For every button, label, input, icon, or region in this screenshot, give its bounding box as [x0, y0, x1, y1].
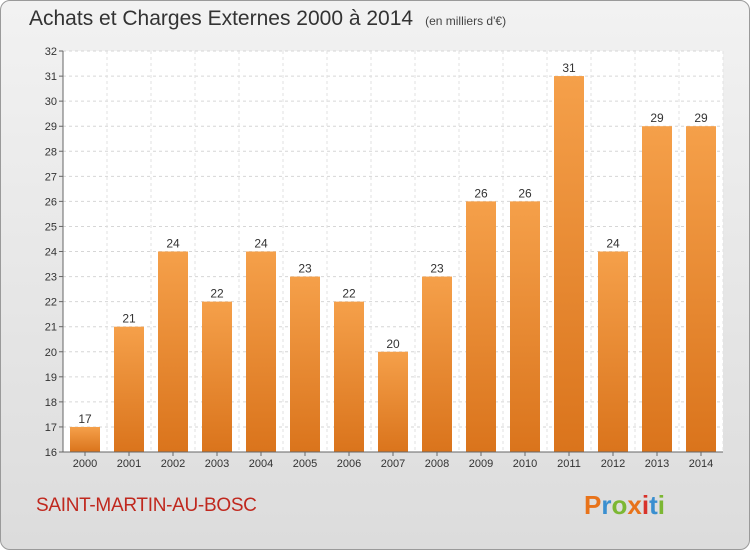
data-label: 22 [342, 287, 356, 301]
bar-2004 [246, 251, 276, 452]
location-name: SAINT-MARTIN-AU-BOSC [36, 495, 257, 516]
bar-2009 [466, 201, 496, 452]
data-label: 21 [122, 312, 136, 326]
bar-2006 [334, 301, 364, 452]
x-tick-label: 2001 [117, 458, 141, 470]
y-tick-label: 16 [45, 447, 57, 459]
y-tick-label: 19 [45, 372, 57, 384]
y-tick-label: 18 [45, 397, 57, 409]
x-tick-label: 2007 [381, 458, 405, 470]
logo-letter: x [627, 490, 642, 520]
logo-letter: o [611, 490, 628, 520]
logo-letter: i [657, 490, 665, 520]
bar-2008 [422, 276, 452, 452]
y-tick-label: 20 [45, 347, 57, 359]
axes [59, 50, 723, 456]
data-label: 22 [210, 287, 224, 301]
data-label: 29 [650, 111, 664, 125]
bar-2011 [554, 76, 584, 452]
y-tick-label: 17 [45, 422, 57, 434]
chart-title-text: Achats et Charges Externes 2000 à 2014 [29, 7, 414, 30]
bar-2012 [598, 251, 628, 452]
x-tick-label: 2005 [293, 458, 317, 470]
x-tick-label: 2008 [425, 458, 449, 470]
bar-2007 [378, 351, 408, 452]
bar-2001 [114, 326, 144, 452]
x-tick-label: 2012 [601, 458, 625, 470]
y-tick-label: 24 [45, 247, 57, 259]
x-tick-label: 2002 [161, 458, 185, 470]
bar-2002 [158, 251, 188, 452]
data-label: 23 [298, 262, 312, 276]
logo-letter: t [649, 490, 658, 520]
data-label: 29 [694, 111, 708, 125]
data-label: 20 [386, 337, 400, 351]
x-tick-label: 2009 [469, 458, 493, 470]
bar-2014 [686, 126, 716, 452]
y-tick-label: 23 [45, 272, 57, 284]
bars [70, 76, 716, 452]
data-label: 24 [166, 237, 180, 251]
data-label: 31 [562, 61, 576, 75]
data-label: 24 [254, 237, 268, 251]
logo-letter: r [601, 490, 612, 520]
y-tick-label: 21 [45, 322, 57, 334]
x-tick-label: 2000 [73, 458, 97, 470]
bar-2013 [642, 126, 672, 452]
data-label: 24 [606, 237, 620, 251]
bar-2000 [70, 426, 100, 452]
logo-letter: i [641, 490, 650, 520]
data-label: 17 [78, 412, 92, 426]
y-tick-label: 31 [45, 71, 57, 83]
x-tick-label: 2014 [689, 458, 713, 470]
y-tick-label: 28 [45, 146, 57, 158]
x-tick-label: 2006 [337, 458, 361, 470]
y-tick-label: 32 [45, 46, 57, 58]
chart-unit: (en milliers d'€) [425, 14, 507, 28]
chart-title: Achats et Charges Externes 2000 à 2014 (e… [29, 7, 506, 31]
data-label: 23 [430, 262, 444, 276]
x-tick-label: 2004 [249, 458, 273, 470]
y-tick-label: 25 [45, 221, 57, 233]
proxiti-logo: Proxiti [584, 490, 665, 521]
y-tick-label: 29 [45, 121, 57, 133]
y-tick-label: 27 [45, 171, 57, 183]
y-tick-label: 22 [45, 297, 57, 309]
y-tick-label: 26 [45, 196, 57, 208]
y-tick-label: 30 [45, 96, 57, 108]
x-tick-label: 2011 [557, 458, 581, 470]
data-label: 26 [474, 186, 488, 200]
x-tick-label: 2010 [513, 458, 537, 470]
data-label: 26 [518, 186, 532, 200]
x-tick-label: 2013 [645, 458, 669, 470]
labels: 16 17 18 19 20 21 22 23 24 25 26 27 28 29 30 31 32 17 2000… [45, 46, 713, 470]
logo-letter: P [584, 490, 602, 520]
bar-2010 [510, 201, 540, 452]
x-tick-label: 2003 [205, 458, 229, 470]
bar-2003 [202, 301, 232, 452]
bar-2005 [290, 276, 320, 452]
